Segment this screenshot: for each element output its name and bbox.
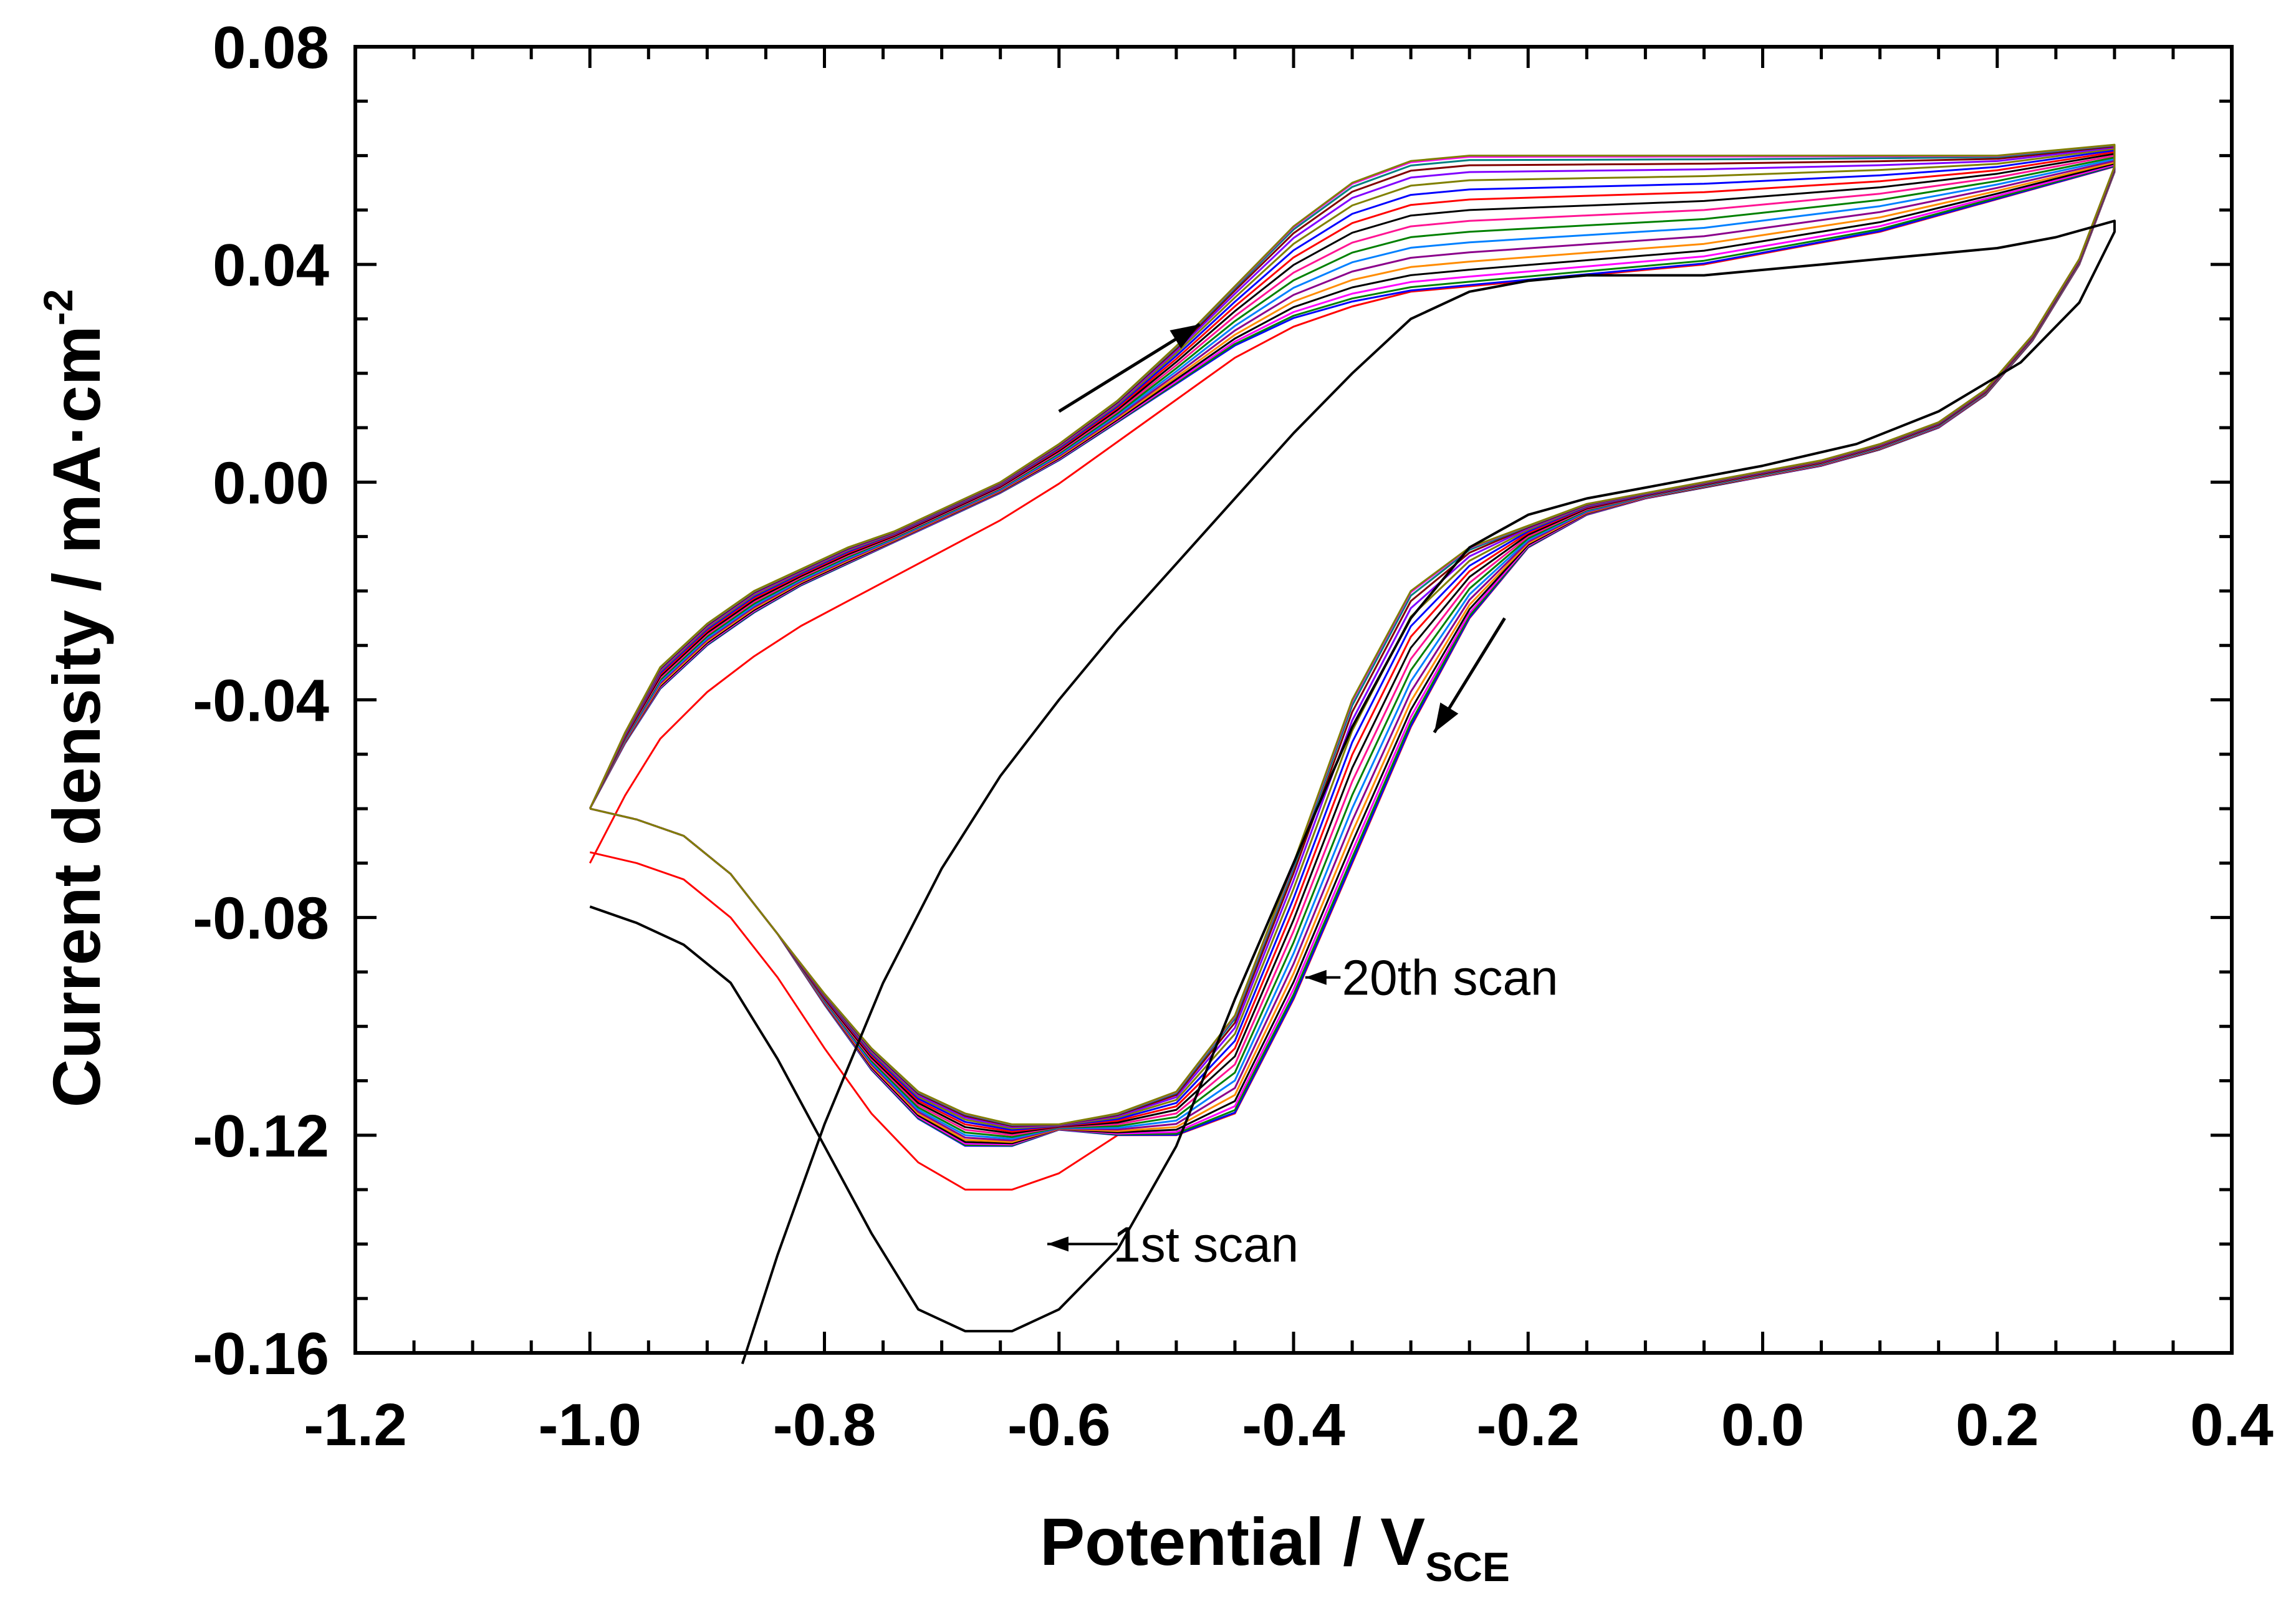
forward-scan-arrow-head (1170, 324, 1200, 349)
tick-layer (353, 45, 2234, 1355)
x-tick-label: -0.4 (1242, 1392, 1345, 1458)
x-axis-title: Potential / VSCE (1040, 1504, 1510, 1590)
annotation-1st-leader-head (1047, 1236, 1069, 1252)
y-tick-label: 0.00 (213, 450, 329, 516)
y-tick-label: -0.12 (193, 1103, 329, 1170)
x-tick-label: -0.6 (1007, 1392, 1110, 1458)
reverse-scan-arrow-head (1434, 702, 1459, 733)
tick-label-layer: -1.2 -1.0 -0.8 -0.6 -0.4 -0.2 0.0 0.2 0.4 -0.16 -0… (193, 14, 2274, 1458)
x-tick-label: 0.0 (1721, 1392, 1804, 1458)
cv-scan-20 (588, 143, 2116, 1125)
series-layer (588, 143, 2116, 1365)
y-tick-label: 0.04 (213, 232, 329, 299)
annotation-20th-leader-head (1305, 969, 1327, 985)
annotation-1st-scan: 1st scan (1113, 1216, 1299, 1272)
y-tick-label: -0.08 (193, 885, 329, 952)
y-tick-label: -0.16 (193, 1320, 329, 1387)
x-tick-label: 0.4 (2190, 1392, 2273, 1458)
x-axis-title-main: Potential / V (1040, 1504, 1425, 1579)
y-tick-label: 0.08 (213, 14, 329, 81)
y-axis-title: Current density / mA·cm-2 (35, 289, 114, 1108)
y-axis-title-main: Current density / mA·cm (39, 325, 114, 1107)
annotation-20th-scan: 20th scan (1342, 950, 1559, 1006)
y-tick-label: -0.04 (193, 668, 329, 734)
plot-frame (353, 45, 2234, 1355)
x-axis-title-subscript: SCE (1425, 1544, 1510, 1590)
y-axis-title-superscript: -2 (35, 289, 81, 326)
arrow-layer (1047, 323, 1506, 1252)
x-tick-label: -0.8 (773, 1392, 876, 1458)
x-tick-label: -0.2 (1477, 1392, 1580, 1458)
x-tick-label: 0.2 (1956, 1392, 2039, 1458)
x-tick-label: -1.0 (539, 1392, 641, 1458)
cv-scan-2 (588, 165, 2116, 1191)
x-tick-label: -1.2 (304, 1392, 406, 1458)
cv-scan-1 (589, 219, 2116, 1365)
